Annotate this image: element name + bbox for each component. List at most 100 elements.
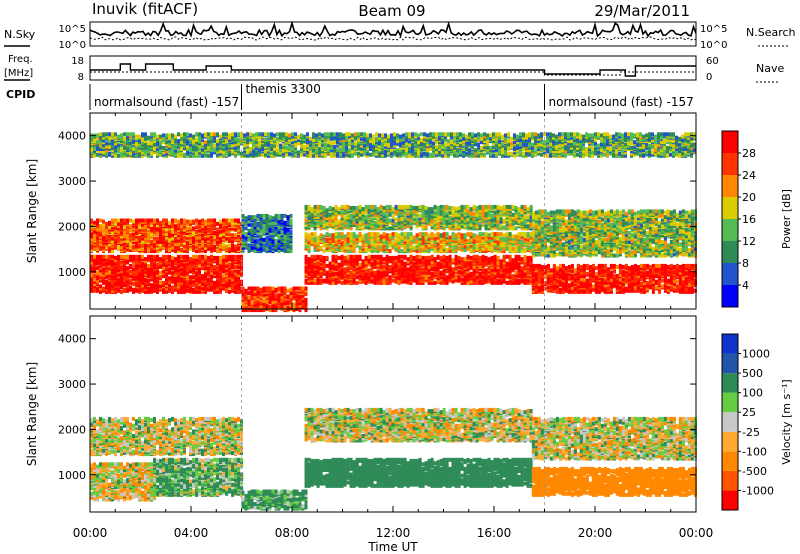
- heatmap-cell: [520, 232, 524, 237]
- heatmap-cell: [388, 249, 392, 254]
- heatmap-cell: [277, 219, 281, 224]
- heatmap-cell: [165, 260, 168, 265]
- heatmap-cell: [367, 268, 371, 273]
- heatmap-cell: [162, 262, 165, 267]
- heatmap-cell: [316, 220, 320, 225]
- heatmap-cell: [135, 275, 138, 280]
- heatmap-cell: [334, 232, 338, 237]
- heatmap-cell: [328, 233, 332, 238]
- heatmap-cell: [108, 233, 111, 238]
- heatmap-cell: [183, 218, 186, 223]
- heatmap-cell: [171, 255, 174, 260]
- heatmap-cell: [171, 287, 174, 292]
- heatmap-cell: [274, 293, 278, 298]
- heatmap-cell: [240, 254, 243, 259]
- heatmap-cell: [234, 244, 237, 249]
- heatmap-cell: [337, 219, 341, 224]
- heatmap-cell: [334, 204, 338, 209]
- heatmap-cell: [114, 244, 117, 249]
- heatmap-cell: [198, 269, 201, 274]
- heatmap-cell: [361, 259, 365, 264]
- heatmap-cell: [304, 278, 308, 283]
- heatmap-cell: [108, 259, 111, 264]
- heatmap-cell: [466, 275, 470, 280]
- heatmap-cell: [445, 255, 449, 260]
- heatmap-cell: [168, 258, 171, 263]
- heatmap-cell: [186, 226, 189, 231]
- heatmap-cell: [508, 232, 512, 237]
- heatmap-cell: [117, 272, 120, 277]
- heatmap-cell: [484, 255, 488, 260]
- heatmap-cell: [210, 218, 213, 223]
- heatmap-cell: [111, 280, 114, 285]
- heatmap-cell: [388, 255, 392, 260]
- heatmap-cell: [102, 223, 105, 227]
- heatmap-cell: [114, 240, 117, 244]
- heatmap-cell: [201, 274, 204, 279]
- heatmap-cell: [105, 279, 108, 284]
- heatmap-cell: [376, 232, 380, 237]
- heatmap-cell: [391, 278, 395, 283]
- date-title: 29/Mar/2011: [594, 2, 690, 20]
- heatmap-cell: [138, 275, 141, 280]
- heatmap-cell: [502, 246, 506, 251]
- heatmap-cell: [120, 289, 123, 294]
- heatmap-cell: [132, 276, 135, 281]
- heatmap-cell: [96, 229, 99, 234]
- heatmap-cell: [105, 289, 108, 294]
- nave-tick-top: 60: [706, 56, 719, 67]
- heatmap-cell: [508, 258, 512, 263]
- heatmap-cell: [225, 232, 228, 237]
- heatmap-cell: [331, 236, 335, 241]
- heatmap-cell: [99, 245, 102, 250]
- heatmap-cell: [231, 275, 234, 280]
- heatmap-cell: [262, 237, 266, 242]
- heatmap-cell: [379, 204, 383, 209]
- heatmap-cell: [376, 244, 380, 249]
- heatmap-cell: [117, 257, 120, 262]
- heatmap-cell: [352, 254, 356, 259]
- heatmap-cell: [210, 278, 213, 283]
- heatmap-cell: [111, 254, 114, 259]
- heatmap-cell: [186, 287, 189, 292]
- heatmap-cell: [250, 215, 254, 220]
- heatmap-cell: [478, 271, 482, 276]
- heatmap-cell: [514, 234, 518, 239]
- heatmap-cell: [135, 254, 138, 259]
- heatmap-cell: [180, 218, 183, 223]
- heatmap-cell: [505, 261, 509, 266]
- heatmap-cell: [123, 277, 126, 282]
- heatmap-cell: [168, 270, 171, 275]
- heatmap-cell: [334, 219, 338, 224]
- heatmap-cell: [265, 235, 269, 240]
- heatmap-cell: [337, 255, 341, 260]
- heatmap-cell: [96, 245, 99, 250]
- heatmap-cell: [105, 257, 108, 262]
- heatmap-cell: [364, 248, 368, 252]
- heatmap-cell: [111, 288, 114, 293]
- heatmap-cell: [219, 289, 222, 294]
- heatmap-cell: [283, 286, 287, 291]
- heatmap-cell: [114, 255, 117, 260]
- heatmap-cell: [228, 243, 231, 248]
- heatmap-cell: [114, 279, 117, 284]
- heatmap-cell: [427, 255, 431, 260]
- heatmap-cell: [162, 254, 165, 259]
- heatmap-cell: [159, 220, 162, 225]
- heatmap-cell: [231, 246, 234, 251]
- heatmap-cell: [256, 217, 260, 222]
- heatmap-cell: [105, 231, 108, 235]
- heatmap-cell: [373, 220, 377, 225]
- heatmap-cell: [126, 272, 129, 277]
- heatmap-cell: [165, 283, 168, 288]
- heatmap-cell: [180, 284, 183, 289]
- heatmap-cell: [120, 245, 123, 250]
- heatmap-cell: [262, 299, 266, 303]
- heatmap-cell: [90, 260, 93, 265]
- heatmap-cell: [126, 259, 129, 264]
- heatmap-cell: [343, 255, 347, 260]
- heatmap-cell: [234, 272, 237, 277]
- heatmap-cell: [262, 218, 266, 223]
- heatmap-cell: [132, 269, 135, 274]
- heatmap-cell: [382, 206, 386, 210]
